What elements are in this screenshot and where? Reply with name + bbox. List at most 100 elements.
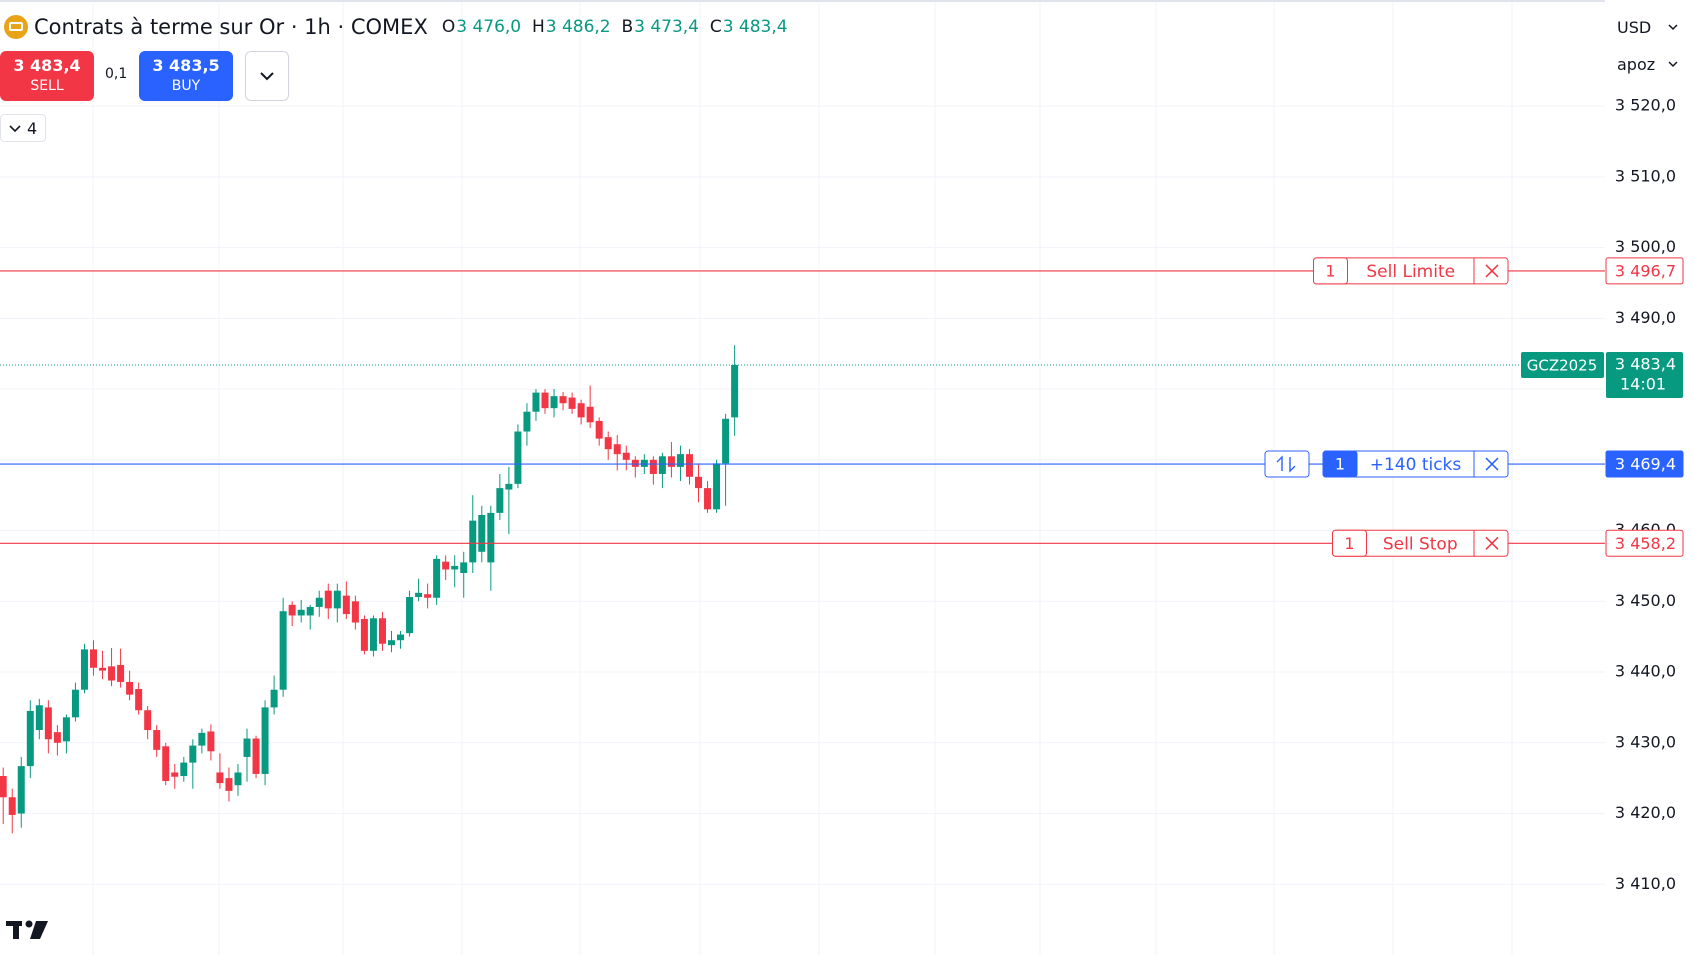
y-tick-label: 3 510,0 [1615, 166, 1676, 185]
candle-body [451, 565, 459, 570]
candle-body [288, 604, 296, 616]
sell-button[interactable]: 3 483,4 SELL [0, 51, 94, 101]
candle-body [424, 594, 432, 598]
candle-body [442, 561, 450, 570]
candle-body [207, 731, 215, 752]
ohlc-label: H [531, 17, 545, 37]
candle-body [189, 745, 197, 763]
order-close[interactable] [1485, 457, 1499, 471]
candle-body [514, 431, 522, 484]
candle-body [117, 664, 125, 682]
candle-body [333, 590, 341, 609]
symbol-title[interactable]: Contrats à terme sur Or · 1h · COMEX [34, 15, 428, 39]
reverse-button[interactable] [1264, 450, 1310, 478]
candle-body [216, 772, 224, 784]
sell-price: 3 483,4 [13, 56, 81, 75]
order-close[interactable] [1485, 536, 1499, 550]
y-tick-label: 3 490,0 [1615, 308, 1676, 327]
order-price-label: 3 458,2 [1615, 534, 1676, 553]
order-label[interactable]: 1 Sell Limite [1313, 257, 1509, 285]
currency: USD [1617, 17, 1652, 37]
candle-body [369, 618, 377, 651]
buy-label: BUY [171, 78, 201, 94]
candle-body [397, 634, 405, 641]
y-tick-label: 3 430,0 [1615, 732, 1676, 751]
symbol-label: GCZ2025 [1527, 357, 1598, 375]
chevron [260, 72, 274, 81]
order-qty-bg [1332, 529, 1367, 557]
candle-body [162, 746, 170, 781]
candle-body [568, 397, 576, 409]
order-qty-bg [1322, 450, 1358, 478]
candle-body [541, 392, 549, 409]
candle-body [279, 611, 287, 690]
candle-body [252, 738, 260, 774]
ohlc-value: 3 483,4 [722, 17, 788, 37]
candle-body [342, 595, 350, 615]
candle-body [622, 452, 630, 460]
candle-body [351, 601, 359, 623]
ohlc-label: O [441, 17, 456, 37]
candle-body [722, 418, 730, 464]
candle-body [90, 649, 97, 668]
order-price-badge [1605, 450, 1684, 478]
candle-body [0, 776, 7, 798]
candle-body [297, 609, 305, 616]
buy-button[interactable]: 3 483,5 BUY [139, 51, 233, 101]
candle-body [460, 562, 468, 573]
candle-body [415, 592, 423, 598]
candle-body [595, 420, 603, 439]
candle-body [62, 717, 70, 742]
ohlc-label: B [621, 17, 634, 37]
candle-body [649, 459, 657, 474]
currency-select[interactable]: USD [1610, 10, 1688, 44]
candle-body [35, 705, 43, 731]
candle-body [17, 766, 25, 814]
order-dropdown[interactable] [245, 51, 289, 101]
candle-body [406, 597, 414, 634]
indicators-toggle[interactable]: 4 [0, 114, 46, 142]
candle-body [225, 778, 233, 791]
candle-body [144, 710, 152, 731]
last-price-badge [1606, 352, 1683, 399]
order-text: Sell Stop [1383, 534, 1458, 554]
candle-body [306, 606, 314, 616]
ohlc-value: 3 476,0 [456, 17, 522, 37]
symbol-label-bg [1521, 352, 1604, 379]
unit: apoz [1617, 54, 1656, 74]
candle-body [126, 681, 134, 695]
order-close[interactable] [1485, 264, 1499, 278]
candle-body [713, 463, 721, 510]
candle-body [433, 558, 441, 598]
y-tick-label: 3 440,0 [1615, 662, 1676, 681]
symbol-icon [4, 15, 28, 39]
candle-body [523, 411, 531, 432]
candle-body [559, 396, 567, 404]
symbol-header: Contrats à terme sur Or · 1h · COMEX O3 … [4, 12, 788, 42]
y-tick-label: 3 420,0 [1615, 803, 1676, 822]
order-label[interactable]: 1 Sell Stop [1332, 529, 1509, 557]
order-price-label: 3 496,7 [1615, 261, 1676, 280]
buy-price: 3 483,5 [152, 56, 220, 75]
candle-body [685, 454, 693, 477]
candle-body [243, 738, 251, 757]
candle-body [469, 520, 477, 563]
chevron [1668, 24, 1678, 31]
candle-body [26, 710, 34, 767]
candle-body [532, 392, 540, 412]
candle-body [496, 488, 504, 513]
order-label[interactable]: 1 +140 ticks [1322, 450, 1509, 478]
sell-label: SELL [30, 78, 64, 94]
countdown: 14:01 [1620, 375, 1666, 394]
candle-body [387, 640, 395, 646]
unit-select[interactable]: apoz [1610, 47, 1688, 81]
candle-body [171, 772, 179, 777]
candle-body [676, 454, 684, 467]
candle-body [505, 483, 513, 490]
candle-body [99, 667, 107, 671]
y-tick-label: 3 450,0 [1615, 591, 1676, 610]
order-qty: 1 [1344, 534, 1354, 553]
candle-body [198, 732, 206, 746]
